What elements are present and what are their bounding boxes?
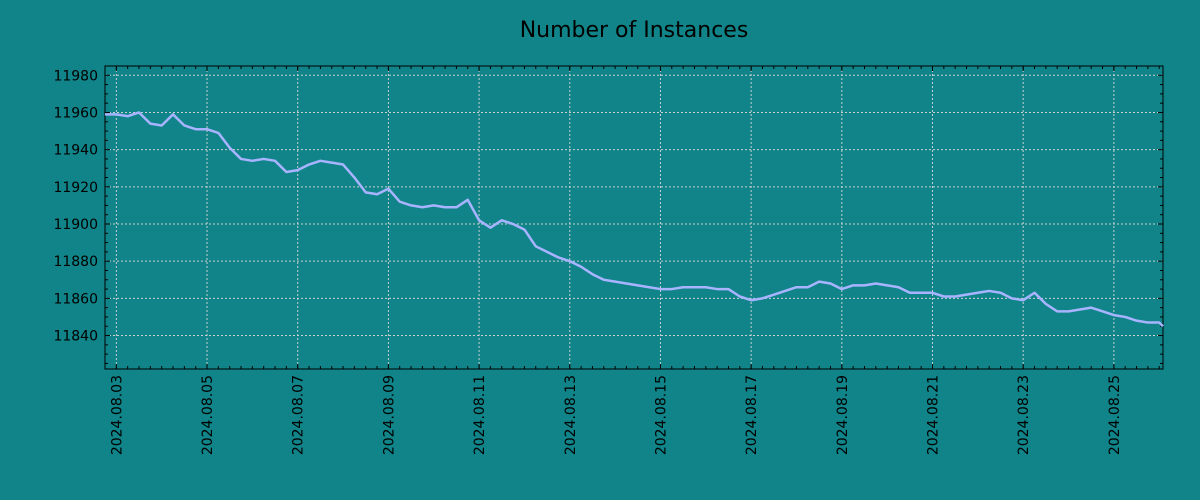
y-tick-label: 11940 xyxy=(53,143,98,159)
x-tick-label: 2024.08.19 xyxy=(835,375,851,455)
x-tick-label: 2024.08.21 xyxy=(926,375,942,455)
x-tick-label: 2024.08.05 xyxy=(200,375,216,455)
y-tick-label: 11960 xyxy=(53,105,98,121)
x-tick-label: 2024.08.15 xyxy=(653,375,669,455)
y-tick-label: 11880 xyxy=(53,254,98,270)
chart-title: Number of Instances xyxy=(520,18,749,43)
x-tick-label: 2024.08.11 xyxy=(472,375,488,455)
plot-area-frame xyxy=(104,65,1164,370)
x-tick-label: 2024.08.25 xyxy=(1107,375,1123,455)
y-tick-label: 11900 xyxy=(53,217,98,233)
x-axis-tick-labels: 2024.08.03 2024.08.05 2024.08.07 2024.08.09… xyxy=(109,375,1123,455)
x-tick-label: 2024.08.23 xyxy=(1016,375,1032,455)
x-tick-label: 2024.08.07 xyxy=(291,375,307,455)
x-tick-label: 2024.08.17 xyxy=(744,375,760,455)
axis-ticks xyxy=(104,65,1163,369)
y-tick-label: 11840 xyxy=(53,329,98,345)
x-tick-label: 2024.08.09 xyxy=(381,375,397,455)
series-line xyxy=(105,111,1164,328)
y-tick-label: 11860 xyxy=(53,291,98,307)
y-tick-label: 11980 xyxy=(53,68,98,84)
y-axis-tick-labels: 11840 11860 11880 11900 11920 11940 11960 11980 xyxy=(53,68,98,344)
grid-lines xyxy=(105,66,1163,369)
x-tick-label: 2024.08.03 xyxy=(109,375,125,455)
y-tick-label: 11920 xyxy=(53,180,98,196)
x-tick-label: 2024.08.13 xyxy=(563,375,579,455)
